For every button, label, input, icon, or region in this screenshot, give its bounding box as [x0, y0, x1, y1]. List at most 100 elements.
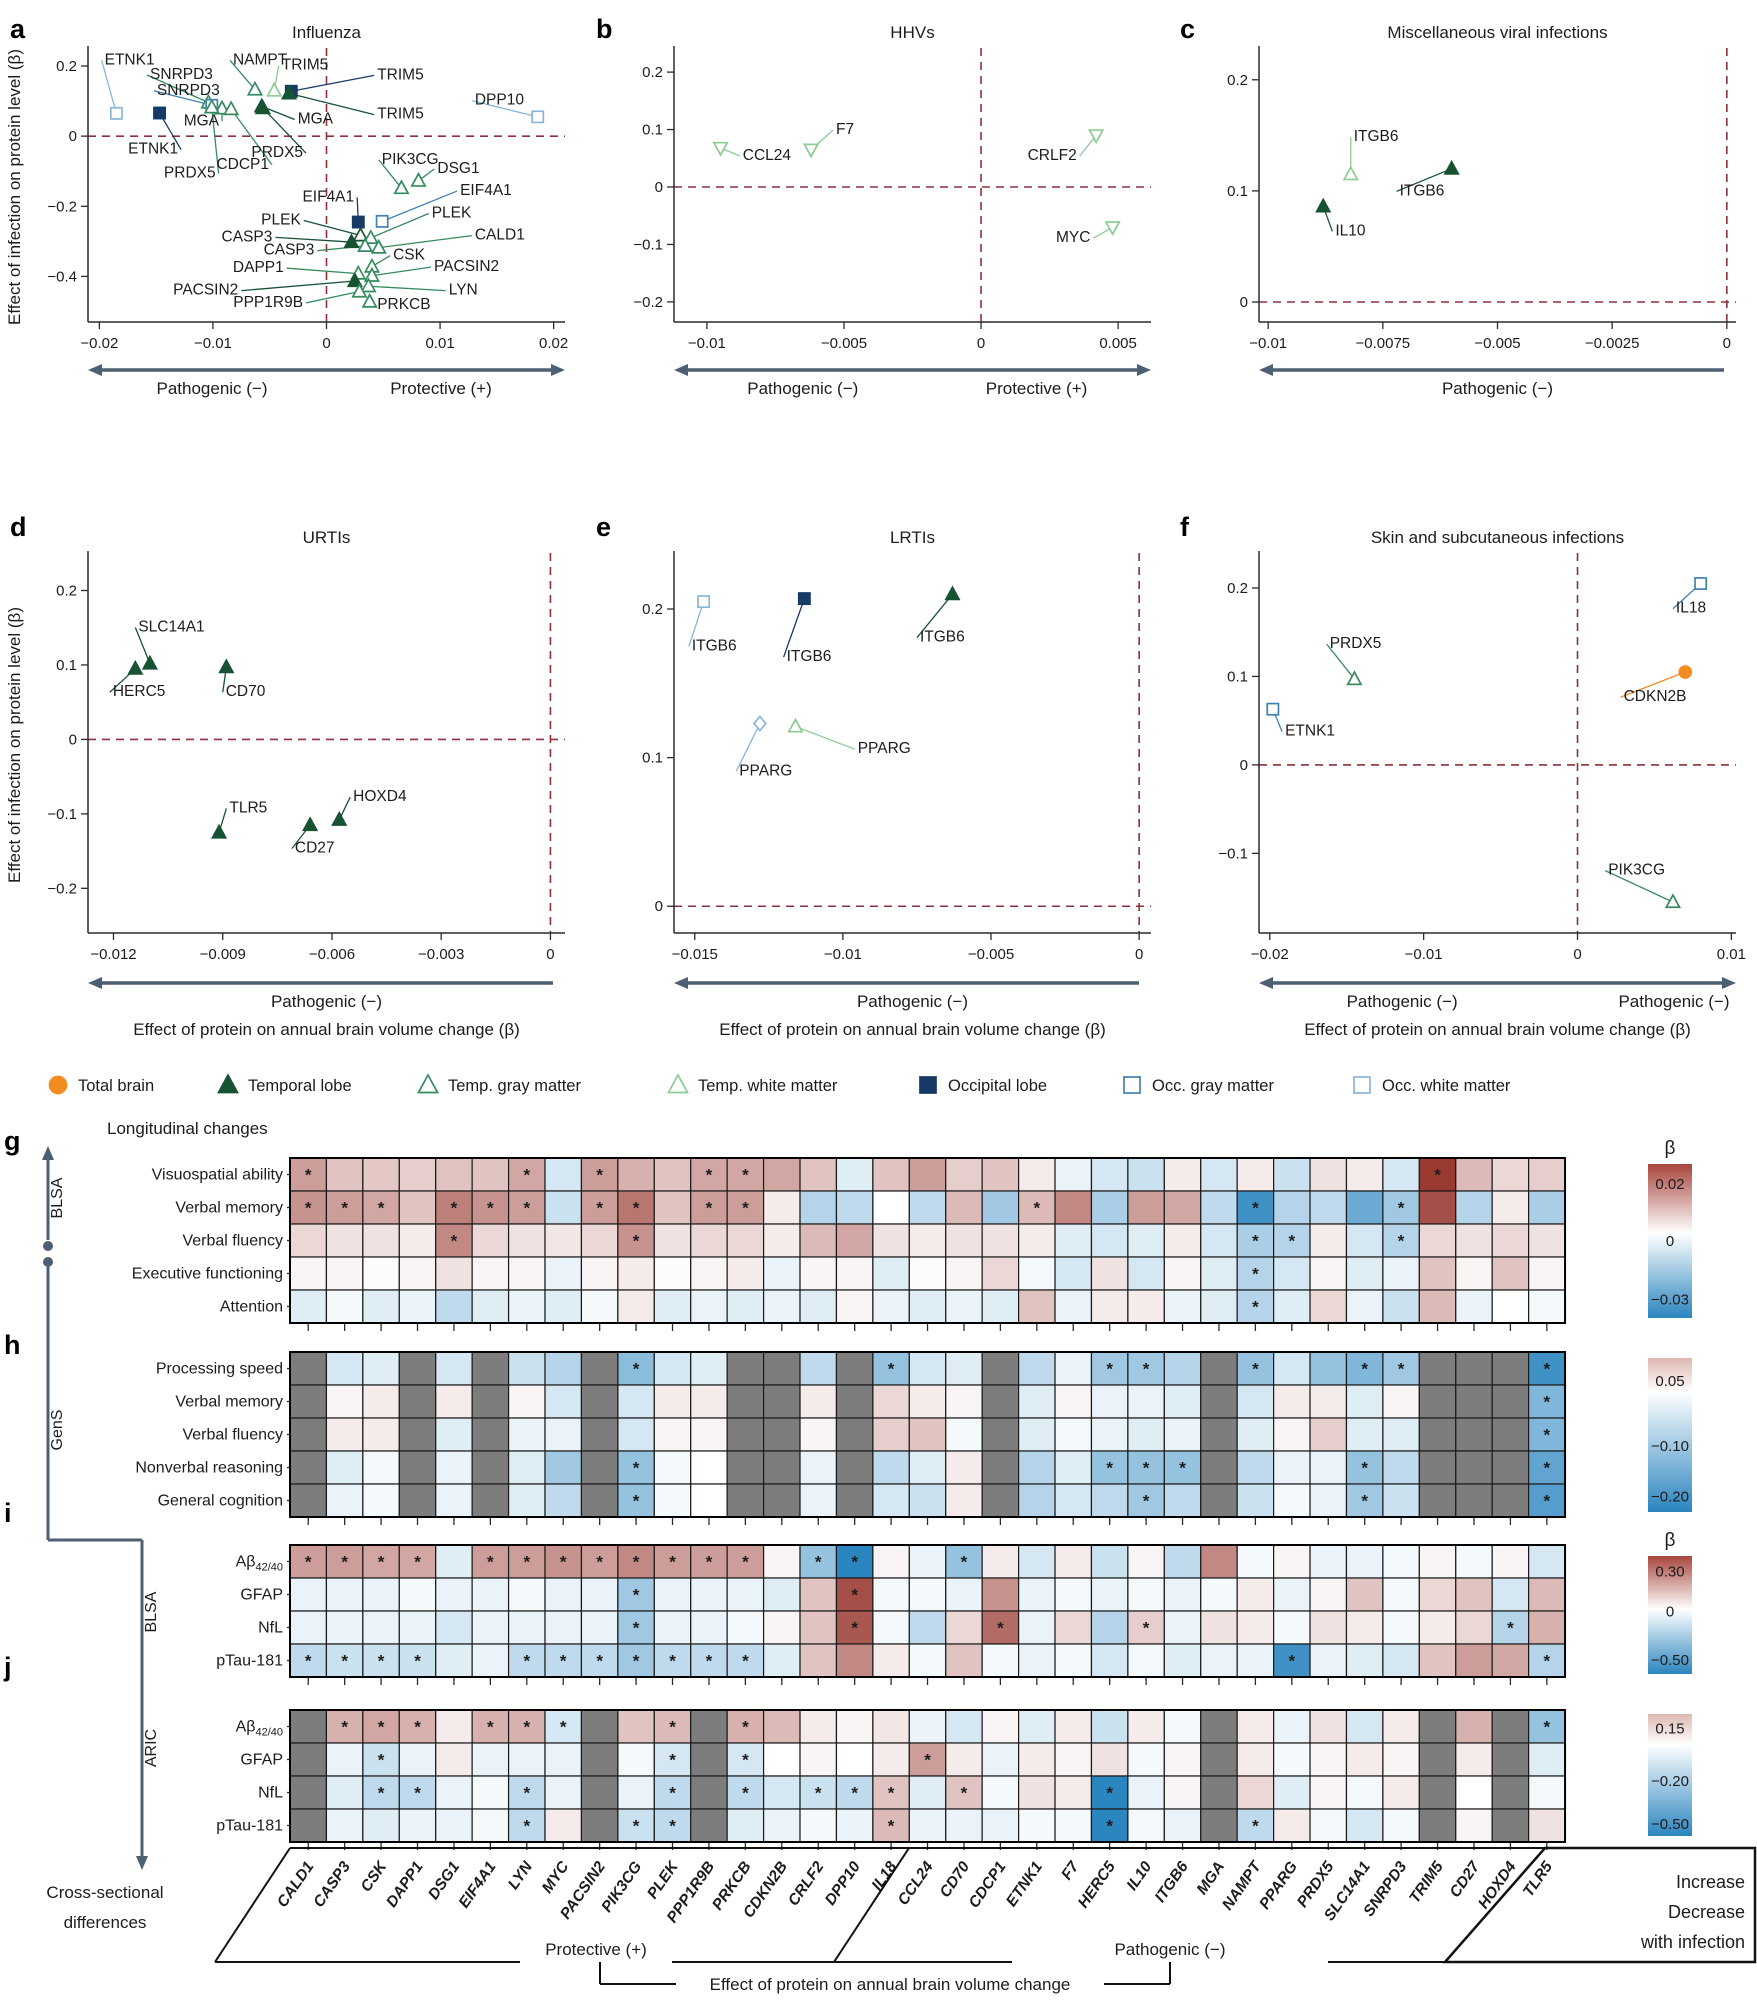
- axis-direction-label: Pathogenic (−): [1347, 992, 1458, 1011]
- scale-beta-title: β: [1665, 1138, 1676, 1159]
- significance-star: *: [815, 1784, 822, 1803]
- svg-text:0: 0: [1573, 946, 1581, 963]
- gene-label-CDCP1: CDCP1: [216, 156, 269, 173]
- significance-star: *: [1544, 1718, 1551, 1737]
- panel-letter-e: e: [596, 512, 612, 542]
- svg-text:−0.01: −0.01: [1249, 335, 1287, 352]
- panel-f-scatter: Skin and subcutaneous infections 0.2 0.1 0 −…: [1218, 528, 1746, 1039]
- legend-label-0: Total brain: [78, 1077, 154, 1095]
- significance-star: *: [1106, 1784, 1113, 1803]
- significance-star: *: [378, 1784, 385, 1803]
- svg-text:0: 0: [977, 335, 985, 352]
- significance-star: *: [596, 1652, 603, 1671]
- svg-text:0.1: 0.1: [1227, 183, 1248, 200]
- significance-star: *: [669, 1817, 676, 1836]
- gene-label-PPARG: PPARG: [739, 762, 792, 779]
- significance-star: *: [1289, 1652, 1296, 1671]
- scale-tick-label: −0.20: [1651, 1489, 1689, 1506]
- point-PIK3CG: [1664, 893, 1681, 909]
- scale-tick-label: −0.20: [1651, 1773, 1689, 1790]
- scale-tick-label: −0.50: [1651, 1816, 1689, 1833]
- axis-direction-label: Pathogenic (−): [271, 992, 382, 1011]
- svg-text:−0.012: −0.012: [90, 946, 136, 963]
- protein-label-LYN: LYN: [505, 1858, 537, 1893]
- axis-direction-label: Pathogenic (−): [1442, 379, 1553, 398]
- point-PLEK: [352, 226, 369, 242]
- significance-star: *: [1361, 1492, 1368, 1511]
- significance-star: *: [633, 1360, 640, 1379]
- significance-star: *: [1544, 1426, 1551, 1445]
- significance-star: *: [706, 1199, 713, 1218]
- gene-label-ITGB6: ITGB6: [1354, 128, 1399, 145]
- significance-star: *: [669, 1652, 676, 1671]
- protein-label-TLR5: TLR5: [1520, 1858, 1556, 1900]
- svg-text:−0.005: −0.005: [968, 946, 1014, 963]
- gene-label-PLEK: PLEK: [261, 212, 301, 229]
- svg-text:0: 0: [1240, 757, 1248, 774]
- significance-star: *: [1289, 1232, 1296, 1251]
- protein-label-CASP3: CASP3: [310, 1858, 354, 1910]
- axis-direction-label: Pathogenic (−): [747, 379, 858, 398]
- significance-star: *: [633, 1232, 640, 1251]
- gene-label-PRDX5: PRDX5: [164, 165, 216, 182]
- point-ITGB6: [797, 592, 811, 606]
- svg-text:−0.02: −0.02: [1251, 946, 1289, 963]
- significance-star: *: [633, 1619, 640, 1638]
- protein-label-MGA: MGA: [1194, 1859, 1229, 1898]
- protein-label-PPARG: PPARG: [1256, 1859, 1301, 1913]
- point-DSG1: [410, 171, 427, 187]
- color-scale-g: [1648, 1164, 1692, 1318]
- significance-star: *: [523, 1166, 530, 1185]
- protein-label-ITGB6: ITGB6: [1152, 1858, 1192, 1905]
- svg-text:−0.1: −0.1: [1218, 845, 1248, 862]
- significance-star: *: [1106, 1459, 1113, 1478]
- significance-star: *: [706, 1166, 713, 1185]
- significance-star: *: [706, 1652, 713, 1671]
- gene-label-LYN: LYN: [449, 282, 478, 299]
- legend-label-1: Temporal lobe: [248, 1077, 352, 1095]
- legend-label-5: Occ. gray matter: [1152, 1077, 1274, 1095]
- svg-text:0.1: 0.1: [642, 750, 663, 767]
- gene-label-CRLF2: CRLF2: [1028, 147, 1077, 164]
- significance-star: *: [742, 1718, 749, 1737]
- significance-star: *: [305, 1652, 312, 1671]
- panel-c-scatter: Miscellaneous viral infections 0.2 0.1 0 −0.…: [1227, 23, 1736, 398]
- significance-star: *: [633, 1817, 640, 1836]
- point-ITGB6: [1443, 159, 1460, 175]
- significance-star: *: [560, 1652, 567, 1671]
- significance-star: *: [596, 1166, 603, 1185]
- protein-label-DPP10: DPP10: [822, 1858, 864, 1908]
- protein-label-CDCP1: CDCP1: [966, 1859, 1010, 1912]
- significance-star: *: [305, 1553, 312, 1572]
- axis-direction-label: Protective (+): [390, 379, 492, 398]
- point-NAMPT: [246, 80, 264, 96]
- point-CASP3: [343, 233, 360, 249]
- axis-direction-label: Pathogenic (−): [156, 379, 267, 398]
- point-PRDX5: [254, 99, 271, 115]
- point-PPP1R9B: [351, 282, 368, 298]
- heatmap-j-row-label: GFAP: [240, 1752, 283, 1769]
- gene-label-PACSIN2: PACSIN2: [434, 258, 499, 275]
- gene-label-NAMPT: NAMPT: [233, 51, 288, 68]
- with-infection-label: with infection: [1640, 1932, 1745, 1952]
- gene-label-CD27: CD27: [295, 840, 335, 857]
- legend-label-2: Temp. gray matter: [448, 1077, 581, 1095]
- significance-star: *: [633, 1492, 640, 1511]
- significance-star: *: [596, 1199, 603, 1218]
- heatmap-h-row-label: General cognition: [158, 1493, 283, 1510]
- significance-star: *: [523, 1718, 530, 1737]
- point-HOXD4: [331, 811, 348, 826]
- significance-star: *: [1544, 1492, 1551, 1511]
- significance-star: *: [1143, 1360, 1150, 1379]
- significance-star: *: [378, 1652, 385, 1671]
- significance-star: *: [560, 1718, 567, 1737]
- legend-marker-2: [417, 1073, 439, 1094]
- gene-label-MYC: MYC: [1056, 229, 1090, 246]
- significance-star: *: [961, 1784, 968, 1803]
- protein-label-IL10: IL10: [1124, 1858, 1156, 1893]
- point-PPARG: [787, 717, 804, 733]
- heatmap-i-row-label: pTau-181: [216, 1653, 283, 1670]
- protein-label-CSK: CSK: [358, 1857, 392, 1895]
- significance-star: *: [1544, 1393, 1551, 1412]
